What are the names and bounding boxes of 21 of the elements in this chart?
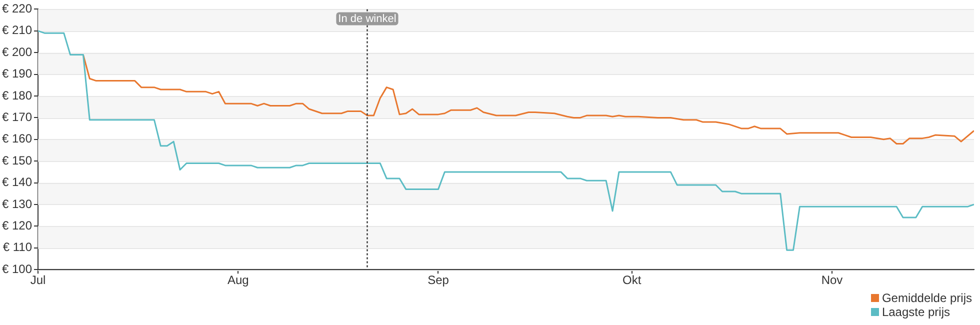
x-tick-label: Okt [622, 273, 642, 288]
y-tick-label: € 220 [2, 2, 32, 16]
y-tick-label: € 160 [2, 132, 32, 146]
y-tick-label: € 200 [2, 44, 32, 59]
y-tick-label: € 150 [2, 153, 32, 168]
ref-line-label: In de winkel [338, 13, 396, 26]
y-tick-label: € 110 [2, 240, 32, 254]
y-tick-label: € 210 [2, 23, 32, 38]
legend-label: Gemiddelde prijs [882, 291, 972, 305]
x-tick-label: Sep [428, 273, 450, 288]
y-tick-label: € 120 [2, 218, 32, 233]
y-tick-label: € 130 [2, 196, 32, 211]
y-tick-label: € 140 [2, 175, 32, 190]
y-tick-label: € 180 [2, 88, 32, 102]
y-tick-label: € 170 [2, 110, 32, 124]
x-tick-label: Nov [821, 273, 843, 288]
y-tick-label: € 100 [2, 262, 32, 276]
legend-label: Laagste prijs [882, 305, 950, 319]
x-tick-label: Aug [227, 273, 249, 288]
x-tick-label: Jul [30, 273, 46, 288]
y-tick-label: € 190 [2, 66, 32, 81]
